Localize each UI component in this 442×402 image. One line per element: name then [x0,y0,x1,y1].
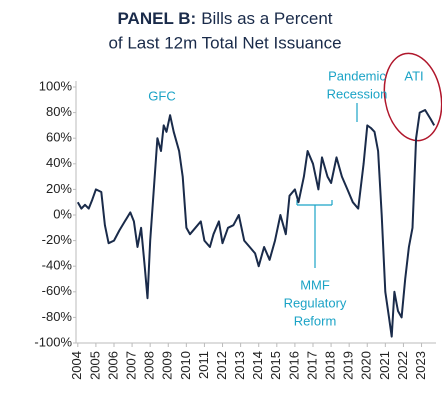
y-tick-label: -80% [42,309,73,324]
y-tick-label: 80% [46,104,72,119]
x-tick-label: 2018 [323,351,338,380]
annotation: GFC [148,88,175,103]
x-tick-label: 2021 [377,351,392,380]
x-tick-label: 2010 [178,351,193,380]
x-tick-label: 2005 [87,351,102,380]
x-tick-label: 2011 [196,351,211,379]
y-tick-label: -60% [42,283,73,298]
y-tick-label: -40% [42,258,73,273]
x-tick-label: 2014 [250,351,265,380]
panel-label: PANEL B: [117,9,196,28]
x-tick-label: 2016 [286,351,301,380]
y-tick-label: 20% [46,181,72,196]
x-tick-label: 2008 [142,351,157,380]
y-tick-label: 100% [39,78,73,93]
annotation: Reform [294,313,337,328]
title-line: of Last 12m Total Net Issuance [108,33,341,52]
y-tick-label: 0% [53,206,72,221]
title-line: Bills as a Percent [201,9,333,28]
chart-title: PANEL B: Bills as a Percent [117,9,332,28]
annotation: Regulatory [284,295,347,310]
y-tick-label: 60% [46,130,72,145]
x-tick-label: 2020 [359,351,374,380]
x-tick-label: 2009 [160,351,175,380]
x-tick-label: 2006 [105,351,120,380]
y-tick-label: -20% [42,232,73,247]
line [76,109,436,338]
x-tick-label: 2015 [268,351,283,380]
x-tick-label: 2019 [341,351,356,380]
x-tick-label: 2022 [395,351,410,380]
annotation: Pandemic [328,68,386,83]
y-tick-label: 40% [46,155,72,170]
x-tick-label: 2007 [124,351,139,380]
x-tick-label: 2013 [232,351,247,380]
x-tick-label: 2012 [214,351,229,380]
x-tick-label: 2023 [413,351,428,380]
x-tick-label: 2017 [304,351,319,380]
highlight-circle [383,52,442,142]
annotation: Recession [327,86,388,101]
y-tick-label: -100% [34,334,72,349]
annotation: ATI [404,68,423,83]
annotation: MMF [300,277,330,292]
x-tick-label: 2004 [69,351,84,380]
